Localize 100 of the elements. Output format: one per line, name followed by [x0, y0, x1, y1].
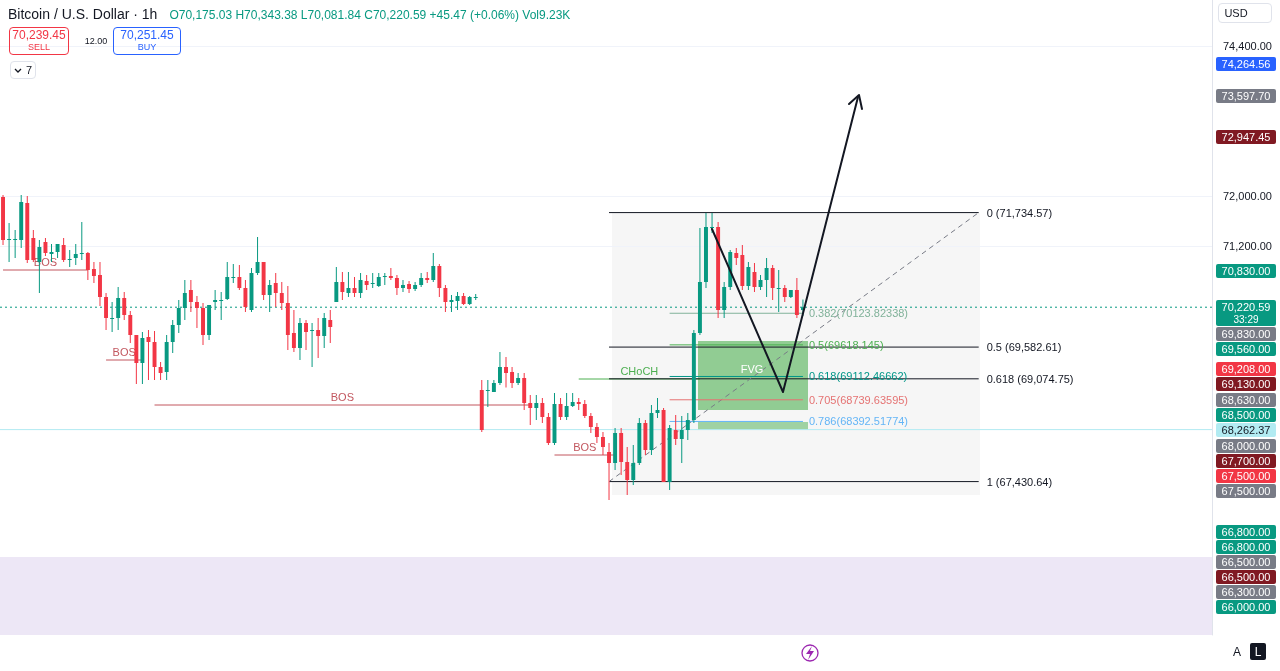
- candlestick: [85, 251, 90, 281]
- candlestick: [91, 261, 96, 284]
- candlestick: [443, 284, 448, 313]
- candlestick: [13, 229, 18, 259]
- candlestick: [322, 312, 327, 349]
- candlestick: [340, 271, 345, 301]
- text: 66,000.00: [1216, 600, 1276, 614]
- candlestick: [431, 252, 436, 283]
- candlestick: [564, 392, 569, 421]
- candlestick: [273, 272, 278, 308]
- candlestick: [607, 442, 611, 501]
- candlestick: [407, 280, 412, 294]
- candlestick: [394, 274, 399, 296]
- candlestick: [497, 351, 502, 386]
- candlestick: [61, 237, 66, 263]
- candlestick: [194, 295, 199, 329]
- text: 67,500.00: [1216, 469, 1276, 483]
- candlestick: [128, 310, 133, 344]
- candlestick: [746, 261, 751, 291]
- candlestick: [685, 412, 690, 441]
- candlestick: [358, 272, 363, 299]
- text: 33:29: [1233, 314, 1259, 326]
- series-label: 1 (67,430.64): [986, 475, 1053, 488]
- candlestick: [279, 281, 284, 311]
- candlestick: [98, 261, 102, 307]
- candlestick: [413, 281, 418, 292]
- y-tick-label: 71,200.00: [1223, 240, 1272, 252]
- annotation: FVG: [740, 362, 764, 375]
- candlestick: [528, 394, 533, 426]
- annotation: 7: [25, 63, 33, 76]
- candlestick: [510, 366, 515, 389]
- candlestick: [516, 372, 521, 386]
- candlestick: [7, 222, 12, 263]
- chart-title: Bitcoin / U.S. Dollar · 1h: [8, 6, 158, 22]
- candlestick: [67, 249, 72, 268]
- series-label: 0 (71,734.57): [986, 206, 1053, 219]
- text: 72,947.45: [1216, 130, 1276, 144]
- candlestick: [437, 263, 442, 298]
- candlestick: [631, 444, 636, 486]
- y-tick-label: 74,400.00: [1223, 40, 1272, 52]
- series-label: 0.618 (69,074.75): [986, 372, 1074, 385]
- candlestick: [334, 266, 339, 303]
- candlestick: [73, 243, 78, 266]
- series-label: BOS: [330, 390, 355, 403]
- candlestick: [388, 267, 393, 281]
- candlestick: [255, 236, 260, 276]
- text: O70,175.03 H70,343.38 L70,081.84 C70,220.59 +45.47 (+0.06%) Vol9.23K: [169, 8, 571, 22]
- text: 66,500.00: [1216, 570, 1276, 584]
- candlestick: [225, 261, 230, 301]
- ref-line-label: 68,262.37: [1216, 422, 1276, 437]
- text: 68,500.00: [1216, 408, 1276, 422]
- series-label: 0.382(70123.82338): [808, 307, 909, 320]
- candlestick: [170, 319, 175, 354]
- annotation: 70,251.45: [120, 28, 174, 42]
- text: 69,208.00: [1216, 362, 1276, 376]
- annotation: 12.00: [84, 35, 108, 46]
- candlestick: [310, 322, 315, 368]
- text: 69,830.00: [1216, 327, 1276, 341]
- text: 66,800.00: [1216, 540, 1276, 554]
- text: A: [1232, 645, 1242, 659]
- series-label: BOS: [573, 440, 597, 453]
- text: 66,800.00: [1216, 525, 1276, 539]
- candlestick: [673, 414, 678, 446]
- annotation: SELL: [27, 41, 51, 52]
- candlestick: [594, 422, 599, 444]
- text: 67,500.00: [1216, 484, 1276, 498]
- y-tick-label: 72,000.00: [1223, 190, 1272, 202]
- series-label: 0.5 (69,582.61): [986, 341, 1062, 354]
- candlestick: [534, 394, 539, 421]
- candlestick: [316, 317, 321, 359]
- text: 66,300.00: [1216, 585, 1276, 599]
- candlestick: [231, 263, 236, 284]
- candlestick: [710, 212, 715, 234]
- text: 74,264.56: [1216, 57, 1276, 71]
- candlestick: [31, 229, 36, 263]
- text: USD: [1224, 6, 1248, 19]
- series-label: 0.705(68739.63595): [808, 393, 909, 406]
- text: 67,700.00: [1216, 454, 1276, 468]
- candlestick: [79, 221, 84, 261]
- text: 70,830.00: [1216, 264, 1276, 278]
- text: 69,130.00: [1216, 377, 1276, 391]
- candlestick: [243, 279, 248, 313]
- candlestick: [625, 446, 630, 496]
- candlestick: [237, 264, 242, 291]
- candlestick: [104, 292, 109, 331]
- candlestick: [401, 279, 405, 293]
- candlestick: [770, 264, 775, 301]
- candlestick: [328, 309, 333, 344]
- candlestick: [558, 397, 563, 421]
- candlestick: [540, 397, 545, 424]
- candlestick: [382, 272, 387, 286]
- candlestick: [764, 257, 769, 298]
- candlestick: [485, 379, 490, 408]
- candlestick: [504, 356, 508, 388]
- candlestick: [291, 309, 296, 353]
- annotation: 70,239.45: [12, 28, 66, 42]
- candlestick: [601, 431, 605, 456]
- candlestick: [679, 415, 684, 464]
- candlestick: [122, 291, 127, 321]
- text: 68,630.00: [1216, 393, 1276, 407]
